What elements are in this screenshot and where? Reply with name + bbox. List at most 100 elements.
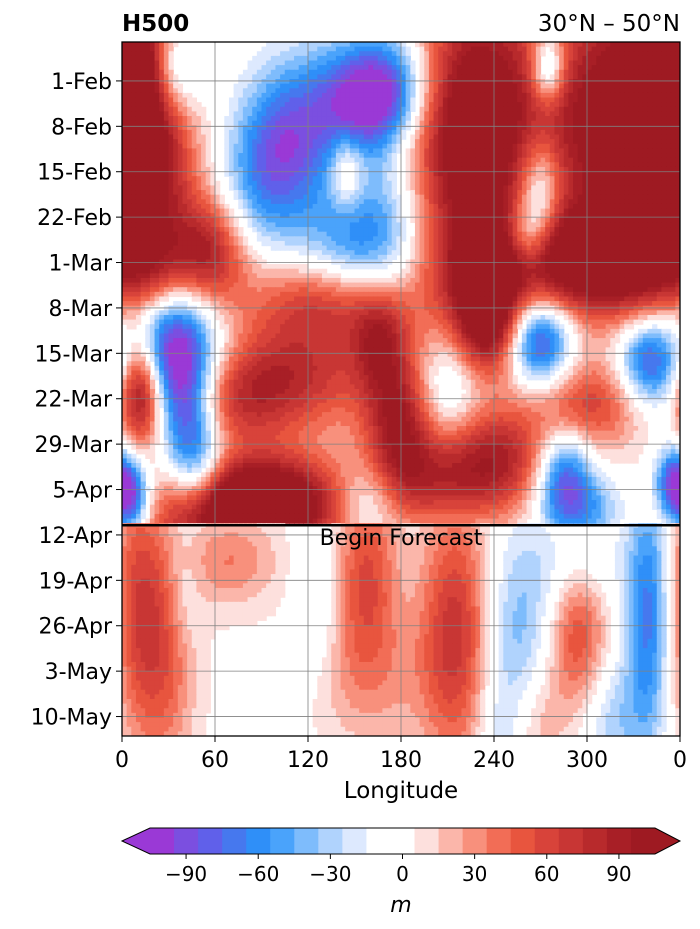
field-cell xyxy=(480,102,486,108)
field-cell xyxy=(461,217,467,224)
field-cell xyxy=(498,176,504,182)
field-cell xyxy=(321,134,328,140)
field-cell xyxy=(331,65,337,71)
field-cell xyxy=(345,148,351,154)
field-cell xyxy=(275,194,281,200)
field-cell xyxy=(373,180,379,187)
field-cell xyxy=(396,60,402,66)
field-cell xyxy=(447,166,453,173)
field-cell xyxy=(507,240,514,247)
field-cell xyxy=(447,69,453,75)
field-cell xyxy=(512,46,518,52)
field-cell xyxy=(419,199,425,205)
field-cell xyxy=(577,74,583,80)
field-cell xyxy=(656,153,662,159)
field-cell xyxy=(317,162,323,168)
field-cell xyxy=(149,185,156,191)
field-cell xyxy=(507,236,514,242)
field-cell xyxy=(122,203,128,210)
field-cell xyxy=(405,65,411,71)
field-cell xyxy=(498,245,504,251)
field-cell xyxy=(312,74,318,80)
field-cell xyxy=(340,203,346,210)
field-cell xyxy=(549,42,556,48)
field-cell xyxy=(298,88,304,94)
field-cell xyxy=(526,194,532,200)
field-cell xyxy=(433,208,439,214)
field-cell xyxy=(266,92,272,99)
field-cell xyxy=(633,217,639,224)
field-cell xyxy=(122,51,128,57)
field-cell xyxy=(224,166,230,173)
field-cell xyxy=(568,79,574,85)
field-cell xyxy=(535,199,542,205)
field-cell xyxy=(340,125,346,131)
field-cell xyxy=(159,116,165,122)
field-cell xyxy=(605,79,611,85)
field-cell xyxy=(373,65,379,71)
field-cell xyxy=(428,129,435,136)
field-cell xyxy=(670,180,676,187)
field-cell xyxy=(331,194,337,200)
field-cell xyxy=(642,129,649,136)
field-cell xyxy=(201,227,207,233)
field-cell xyxy=(582,208,588,214)
field-cell xyxy=(354,245,360,251)
field-cell xyxy=(628,69,635,75)
field-cell xyxy=(284,106,290,112)
field-cell xyxy=(280,46,286,52)
field-cell xyxy=(373,190,379,196)
field-cell xyxy=(642,134,649,140)
field-cell xyxy=(308,199,314,205)
field-cell xyxy=(670,236,676,242)
field-cell xyxy=(247,134,253,140)
field-cell xyxy=(349,83,356,89)
field-cell xyxy=(670,222,676,228)
field-cell xyxy=(624,88,630,94)
field-cell xyxy=(233,157,239,163)
field-cell xyxy=(549,148,556,154)
field-cell xyxy=(382,46,388,52)
field-cell xyxy=(419,74,425,80)
field-cell xyxy=(540,102,546,108)
field-cell xyxy=(628,190,635,196)
field-cell xyxy=(554,134,560,140)
field-cell xyxy=(154,227,160,233)
field-cell xyxy=(573,176,579,182)
field-cell xyxy=(675,143,680,150)
field-cell xyxy=(321,111,328,117)
field-cell xyxy=(559,213,565,219)
field-cell xyxy=(428,236,435,242)
field-cell xyxy=(549,176,556,182)
field-cell xyxy=(131,111,137,117)
field-cell xyxy=(382,97,388,103)
field-cell xyxy=(470,166,476,173)
field-cell xyxy=(280,208,286,214)
field-cell xyxy=(545,240,551,247)
field-cell xyxy=(187,116,193,122)
field-cell xyxy=(331,116,337,122)
field-cell xyxy=(224,222,230,228)
field-cell xyxy=(489,42,495,48)
field-cell xyxy=(252,125,258,131)
field-cell xyxy=(521,180,528,187)
field-cell xyxy=(521,42,528,48)
field-cell xyxy=(173,139,179,145)
field-cell xyxy=(614,213,621,219)
field-cell xyxy=(233,134,239,140)
field-cell xyxy=(196,213,202,219)
field-cell xyxy=(447,88,453,94)
field-cell xyxy=(545,83,551,89)
field-cell xyxy=(461,194,467,200)
field-cell xyxy=(475,139,481,145)
field-cell xyxy=(168,60,174,66)
field-cell xyxy=(573,116,579,122)
field-cell xyxy=(424,65,430,71)
field-cell xyxy=(577,102,583,108)
field-cell xyxy=(577,148,583,154)
field-cell xyxy=(480,143,486,150)
field-cell xyxy=(149,213,156,219)
field-cell xyxy=(122,79,128,85)
field-cell xyxy=(312,102,318,108)
field-cell xyxy=(331,203,337,210)
